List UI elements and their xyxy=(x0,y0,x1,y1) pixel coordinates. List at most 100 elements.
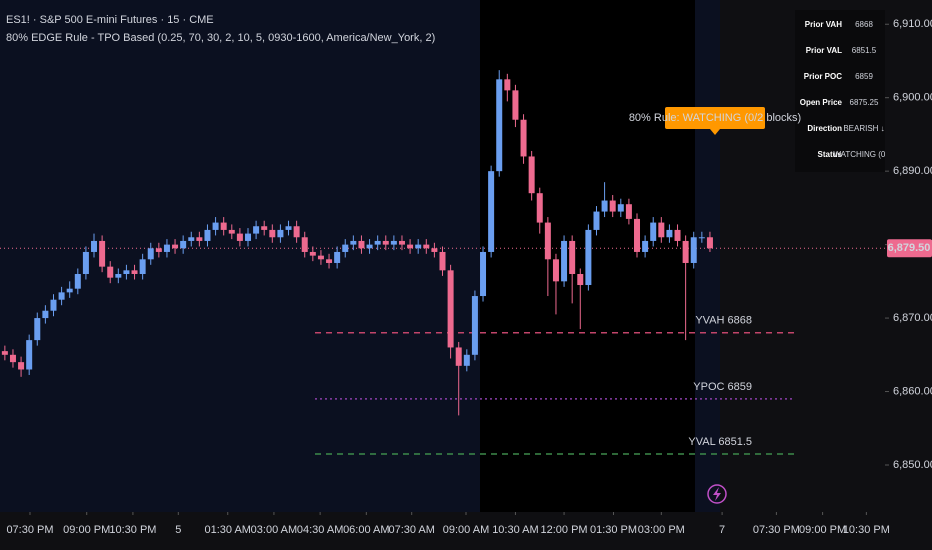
candle-body xyxy=(552,259,559,282)
table-value: WATCHING (0/2) xyxy=(833,150,895,159)
level-label: YVAH 6868 xyxy=(695,315,752,327)
candle-body xyxy=(18,362,25,370)
candle-body xyxy=(431,248,438,252)
info-table xyxy=(795,10,885,172)
x-tick-label: 01:30 AM xyxy=(204,524,250,536)
status-tooltip xyxy=(665,107,765,129)
x-tick-label: 07:30 PM xyxy=(6,524,53,536)
candle-body xyxy=(309,251,316,256)
table-label: Prior VAH xyxy=(805,20,842,29)
candle-body xyxy=(601,200,608,212)
candle-body xyxy=(66,288,73,293)
x-tick-label: 09:00 PM xyxy=(63,524,110,536)
x-tick-label: 07:30 PM xyxy=(753,524,800,536)
candle-body xyxy=(382,240,389,245)
candle-body xyxy=(512,90,519,120)
candle-body xyxy=(374,240,381,245)
x-tick-label: 06:00 AM xyxy=(343,524,389,536)
x-tick-label: 01:30 PM xyxy=(590,524,637,536)
plot: YVAH 6868 YPOC 6859 YVAL 6851.5 xyxy=(0,70,885,455)
candle-body xyxy=(666,229,673,238)
candle-body xyxy=(682,240,689,263)
candle-body xyxy=(358,240,365,249)
candle-body xyxy=(139,259,146,274)
x-tick-label: 10:30 AM xyxy=(492,524,538,536)
candle-body xyxy=(561,240,568,282)
candle-body xyxy=(455,347,462,366)
candle-body xyxy=(536,193,543,223)
candle-body xyxy=(350,240,357,245)
event-icon[interactable] xyxy=(707,484,727,504)
level-label: YVAL 6851.5 xyxy=(688,436,752,448)
x-tick-label: 10:30 PM xyxy=(843,524,890,536)
symbol-title: ES1! · S&P 500 E-mini Futures · 15 · CME xyxy=(6,14,214,26)
candle-body xyxy=(617,204,624,212)
candle-body xyxy=(407,244,414,249)
table-value: 6851.5 xyxy=(852,46,877,55)
candle-body xyxy=(463,354,470,366)
candle-body xyxy=(504,79,511,91)
candle-body xyxy=(9,354,16,363)
candle-body xyxy=(528,156,535,194)
candle-body xyxy=(220,222,227,230)
candle-body xyxy=(253,226,260,234)
candle-body xyxy=(398,240,405,245)
candle-body xyxy=(520,119,527,157)
candle-body xyxy=(301,237,308,252)
candle-body xyxy=(698,237,705,239)
table-value: 6859 xyxy=(855,72,873,81)
candle-body xyxy=(34,318,41,341)
candle-body xyxy=(163,244,170,252)
candle-body xyxy=(480,251,487,297)
candle-body xyxy=(204,229,211,241)
candle-body xyxy=(690,237,697,263)
candle-body xyxy=(577,273,584,286)
y-tick-label: 6,890.00 xyxy=(893,165,932,177)
status-tooltip-pointer xyxy=(710,129,720,135)
x-tick-label: 12:00 PM xyxy=(541,524,588,536)
y-tick-label: 6,870.00 xyxy=(893,312,932,324)
x-tick-label: 09:00 PM xyxy=(799,524,846,536)
candle-body xyxy=(658,222,665,238)
candle-body xyxy=(236,233,243,241)
candle-body xyxy=(415,244,422,249)
candle-body xyxy=(99,240,106,267)
candle-body xyxy=(423,244,430,249)
candle-body xyxy=(317,255,324,260)
candle-body xyxy=(390,240,397,245)
candle-body xyxy=(180,240,187,249)
price-axis xyxy=(885,0,932,550)
candle-body xyxy=(447,270,454,348)
x-tick-label: 07:30 AM xyxy=(388,524,434,536)
candle-body xyxy=(439,251,446,271)
candle-body xyxy=(42,310,49,319)
candle-body xyxy=(131,270,138,274)
status-tooltip-text: 80% Rule: WATCHING (0/2 blocks) xyxy=(629,112,801,124)
x-tick-label: 03:00 AM xyxy=(251,524,297,536)
candle-body xyxy=(212,222,219,230)
candle-body xyxy=(625,204,632,219)
table-label: Prior POC xyxy=(804,72,842,81)
y-tick-label: 6,850.00 xyxy=(893,459,932,471)
candle-body xyxy=(609,200,616,212)
y-tick-label: 6,900.00 xyxy=(893,92,932,104)
candle-body xyxy=(58,292,65,300)
candle-body xyxy=(326,259,333,263)
candle-body xyxy=(107,266,114,278)
indicator-title: 80% EDGE Rule - TPO Based (0.25, 70, 30,… xyxy=(6,32,435,44)
x-tick-label: 03:00 PM xyxy=(638,524,685,536)
candle-body xyxy=(585,229,592,286)
candle-body xyxy=(471,296,478,355)
candle-body xyxy=(147,248,154,260)
candle-body xyxy=(1,351,8,355)
candle-body xyxy=(50,299,57,311)
table-label: Open Price xyxy=(800,98,843,107)
candle-body xyxy=(172,244,179,249)
candle-body xyxy=(277,229,284,238)
candle-body xyxy=(188,237,195,241)
candle-body xyxy=(642,240,649,252)
candle-body xyxy=(155,248,162,252)
event-icon-bolt xyxy=(713,487,721,501)
candle-body xyxy=(196,237,203,241)
table-value: 6868 xyxy=(855,20,873,29)
